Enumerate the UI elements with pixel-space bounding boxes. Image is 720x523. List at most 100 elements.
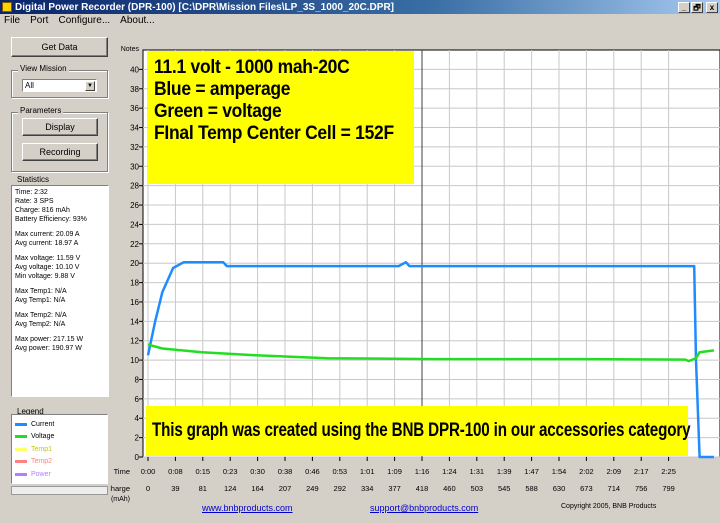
app-icon — [2, 2, 12, 12]
charge-tick-label: 207 — [279, 484, 292, 493]
charge-axis-unit: (mAh) — [111, 496, 130, 503]
restore-button[interactable]: 🗗 — [691, 1, 703, 13]
time-tick-label: 2:25 — [661, 467, 676, 476]
y-tick-label: 18 — [130, 279, 139, 288]
time-tick-label: 1:54 — [552, 467, 567, 476]
y-tick-label: 34 — [130, 124, 139, 133]
statistics-label: Statistics — [17, 175, 50, 184]
time-tick-label: 1:09 — [387, 467, 402, 476]
time-axis-label: Time — [114, 467, 130, 476]
stats-line: Avg power: 190.97 W — [15, 345, 82, 352]
y-tick-label: 32 — [130, 143, 139, 152]
charge-tick-label: 164 — [251, 484, 264, 493]
time-tick-label: 1:31 — [469, 467, 484, 476]
menu-file[interactable]: File — [4, 15, 21, 26]
stats-line: Max current: 20.09 A — [15, 231, 80, 238]
charge-tick-label: 81 — [199, 484, 207, 493]
y-tick-label: 12 — [130, 337, 139, 346]
legend-swatch — [15, 435, 27, 439]
parameters-group: Parameters — [11, 106, 108, 172]
charge-tick-label: 418 — [416, 484, 429, 493]
charge-tick-label: 377 — [388, 484, 401, 493]
y-tick-label: 8 — [135, 375, 140, 384]
y-tick-label: 2 — [135, 434, 140, 443]
menu-about[interactable]: About... — [120, 15, 155, 26]
legend-label-text: Current — [31, 420, 55, 428]
legend-scrollbar[interactable] — [11, 486, 108, 495]
view-mission-value: All — [25, 81, 34, 90]
menu-port[interactable]: Port — [30, 15, 49, 26]
view-mission-select[interactable]: All ▼ — [22, 79, 97, 92]
view-mission-group: View Mission — [11, 64, 108, 98]
legend-item: Voltage — [15, 431, 104, 444]
stats-line: Charge: 816 mAh — [15, 207, 70, 214]
charge-tick-label: 249 — [306, 484, 319, 493]
annotation-line: Green = voltage — [154, 101, 282, 122]
legend-label-text: Power — [31, 470, 51, 478]
menu-bar: File Port Configure... About... — [0, 14, 720, 27]
window-title: Digital Power Recorder (DPR-100) [C:\DPR… — [15, 1, 395, 13]
charge-tick-label: 39 — [171, 484, 179, 493]
get-data-button[interactable]: Get Data — [11, 37, 108, 57]
menu-configure[interactable]: Configure... — [58, 15, 111, 26]
time-tick-label: 1:47 — [524, 467, 539, 476]
display-button[interactable]: Display — [22, 118, 98, 136]
minimize-button[interactable]: _ — [678, 1, 690, 13]
stats-line: Time: 2:32 — [15, 189, 48, 196]
stats-line: Max voltage: 11.59 V — [15, 255, 81, 262]
legend-panel: Current Voltage Temp1 Temp2 Power — [11, 414, 108, 484]
stats-line: Avg Temp2: N/A — [15, 321, 66, 328]
time-tick-label: 2:17 — [634, 467, 649, 476]
annotation-line: FInal Temp Center Cell = 152F — [154, 123, 394, 144]
annotation-line: Blue = amperage — [154, 79, 291, 100]
y-tick-label: 30 — [130, 162, 139, 171]
view-mission-label: View Mission — [18, 64, 69, 73]
time-tick-label: 2:09 — [606, 467, 621, 476]
y-tick-label: 16 — [130, 298, 139, 307]
stats-line: Max Temp1: N/A — [15, 288, 67, 295]
time-tick-label: 1:39 — [497, 467, 512, 476]
time-tick-label: 0:53 — [332, 467, 347, 476]
stats-line: Min voltage: 9.88 V — [15, 273, 75, 280]
legend-swatch — [15, 472, 27, 476]
y-tick-label: 0 — [135, 453, 140, 462]
charge-tick-label: 545 — [498, 484, 511, 493]
time-tick-label: 1:16 — [415, 467, 430, 476]
legend-item: Power — [15, 468, 104, 481]
copyright-text: Copyright 2005, BNB Products — [561, 503, 657, 510]
charge-tick-label: 460 — [443, 484, 456, 493]
y-tick-label: 40 — [130, 65, 139, 74]
y-tick-label: 10 — [130, 356, 139, 365]
y-tick-label: 6 — [135, 395, 140, 404]
stats-line: Battery Efficiency: 93% — [15, 216, 87, 223]
legend-swatch — [15, 422, 27, 426]
y-axis-label: Notes — [121, 46, 140, 53]
charge-tick-label: 588 — [525, 484, 538, 493]
title-bar: Digital Power Recorder (DPR-100) [C:\DPR… — [0, 0, 720, 14]
charge-tick-label: 799 — [662, 484, 675, 493]
charge-tick-label: 756 — [635, 484, 648, 493]
email-link[interactable]: support@bnbproducts.com — [370, 503, 479, 513]
chevron-down-icon[interactable]: ▼ — [85, 81, 95, 91]
parameters-label: Parameters — [18, 106, 64, 115]
legend-label-text: Voltage — [31, 433, 55, 441]
recording-button[interactable]: Recording — [22, 143, 98, 161]
legend-item: Temp1 — [15, 443, 104, 456]
legend-swatch — [15, 460, 27, 464]
website-link[interactable]: www.bnbproducts.com — [202, 503, 293, 513]
stats-line: Avg current: 18.97 A — [15, 240, 79, 247]
charge-tick-label: 124 — [224, 484, 237, 493]
time-tick-label: 0:23 — [223, 467, 238, 476]
time-tick-label: 1:01 — [360, 467, 375, 476]
y-tick-label: 28 — [130, 182, 139, 191]
charge-axis-label: Charge — [110, 484, 130, 493]
stats-line: Max Temp2: N/A — [15, 312, 67, 319]
time-tick-label: 1:24 — [442, 467, 457, 476]
annotation-bottom-text: This graph was created using the BNB DPR… — [152, 420, 691, 441]
time-tick-label: 0:08 — [168, 467, 183, 476]
close-button[interactable]: x — [706, 1, 718, 13]
y-tick-label: 24 — [130, 220, 139, 229]
legend-label-text: Temp2 — [31, 458, 53, 466]
legend-label: Legend — [17, 407, 44, 416]
charge-tick-label: 673 — [580, 484, 593, 493]
